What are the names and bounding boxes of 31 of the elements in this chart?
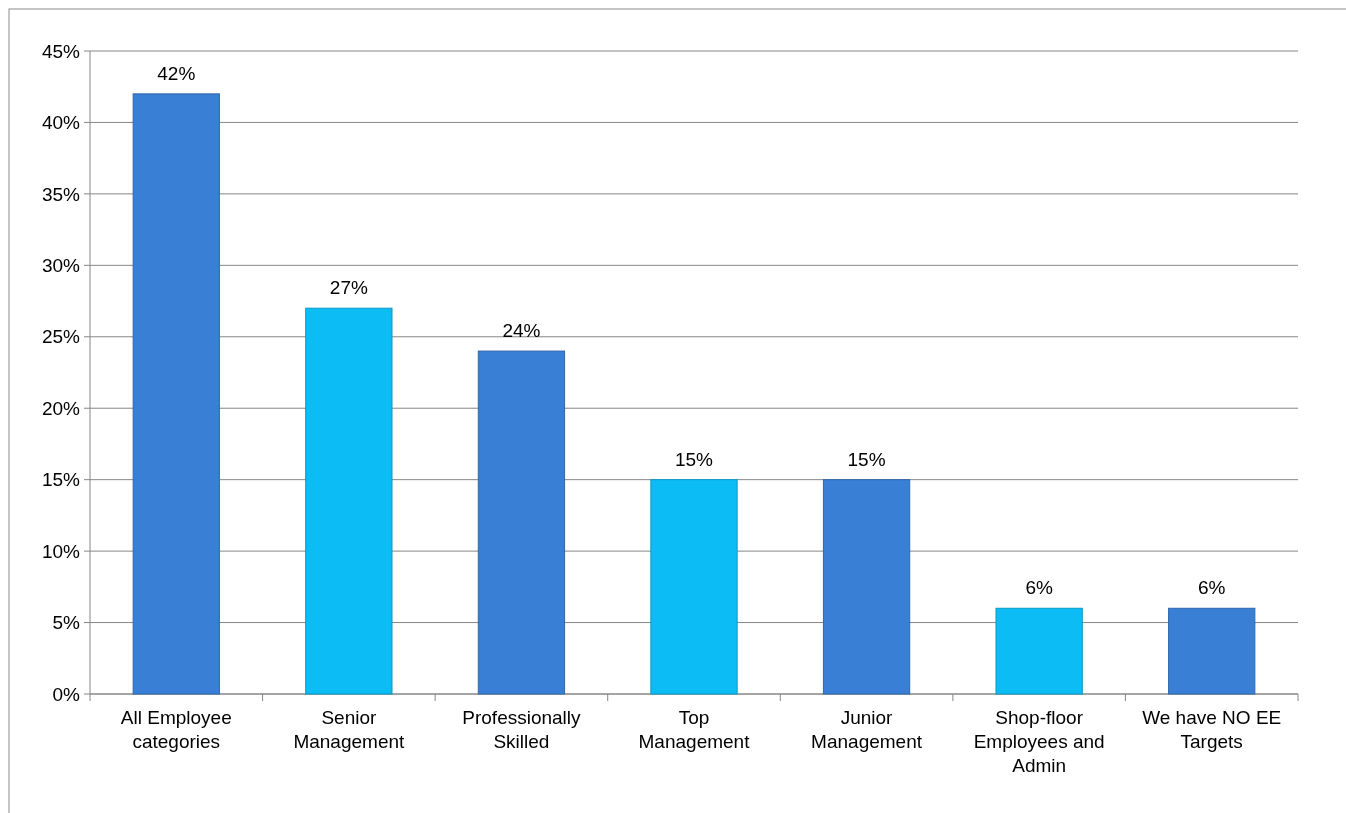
bar: [995, 607, 1083, 695]
y-tick-label: 5%: [52, 612, 81, 634]
x-tick-label: Senior Management: [293, 707, 406, 752]
data-label: 27%: [329, 277, 368, 299]
bar: [822, 479, 911, 695]
y-tick-label: 35%: [41, 183, 81, 205]
bar: [477, 350, 566, 695]
bar: [650, 479, 738, 695]
data-label: 6%: [1197, 577, 1226, 599]
bar: [305, 307, 393, 695]
y-tick-label: 30%: [41, 254, 81, 276]
bar: [132, 93, 220, 695]
y-tick-label: 20%: [41, 397, 81, 419]
x-tick-label: Shop-floor Employees and Admin: [973, 707, 1105, 776]
x-tick-label: All Employee categories: [120, 707, 232, 752]
y-tick-label: 15%: [41, 469, 81, 491]
y-tick-label: 45%: [41, 40, 81, 62]
x-tick-label: We have NO EE Targets: [1142, 707, 1282, 752]
data-label: 42%: [157, 62, 196, 84]
data-label: 15%: [847, 448, 886, 470]
data-label: 24%: [502, 320, 541, 342]
bar: [1168, 607, 1256, 695]
data-label: 6%: [1025, 577, 1053, 599]
x-tick-label: Junior Management: [811, 707, 923, 752]
y-tick-label: 10%: [41, 540, 81, 562]
y-tick-label: 40%: [41, 112, 81, 134]
x-tick-label: Professionally Skilled: [462, 707, 582, 752]
y-tick-label: 0%: [52, 683, 81, 705]
y-tick-label: 25%: [41, 326, 81, 348]
data-label: 15%: [674, 448, 714, 470]
x-tick-label: Top Management: [638, 707, 751, 752]
